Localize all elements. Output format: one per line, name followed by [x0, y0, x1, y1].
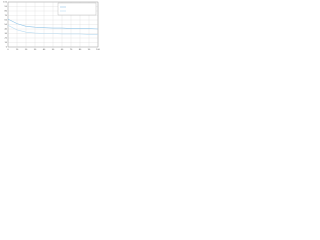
x-tick-label: 40 [43, 49, 46, 51]
x-tick-label: 60 [61, 49, 64, 51]
x-tick-label: 70 [70, 49, 73, 51]
y-tick-label: 0 [6, 47, 8, 49]
x-tick-label: 90 [88, 49, 91, 51]
y-tick-label: 30 [4, 33, 7, 35]
x-tick-label: 50 [52, 49, 55, 51]
x-tick-label: 10 [16, 49, 19, 51]
y-tick-label: 90 [4, 6, 7, 8]
x-tick-label: 0 [7, 49, 9, 51]
x-tick-label: 80 [79, 49, 82, 51]
y-tick-label: 70 [4, 15, 7, 17]
x-tick-label: 30 [34, 49, 37, 51]
y-tick-label: 80 [4, 11, 7, 13]
x-tick-label: 20 [25, 49, 28, 51]
series-line [7, 18, 99, 30]
x-tick-label: 100 [96, 49, 100, 51]
y-tick-label: 40 [4, 29, 7, 31]
y-tick-label: 10 [4, 42, 7, 44]
y-tick-label: 100 [3, 2, 8, 4]
y-tick-label: 20 [4, 38, 7, 40]
legend [57, 2, 97, 16]
series-line [7, 25, 98, 35]
y-tick-label: 50 [4, 24, 7, 26]
y-tick-label: 60 [4, 20, 7, 22]
